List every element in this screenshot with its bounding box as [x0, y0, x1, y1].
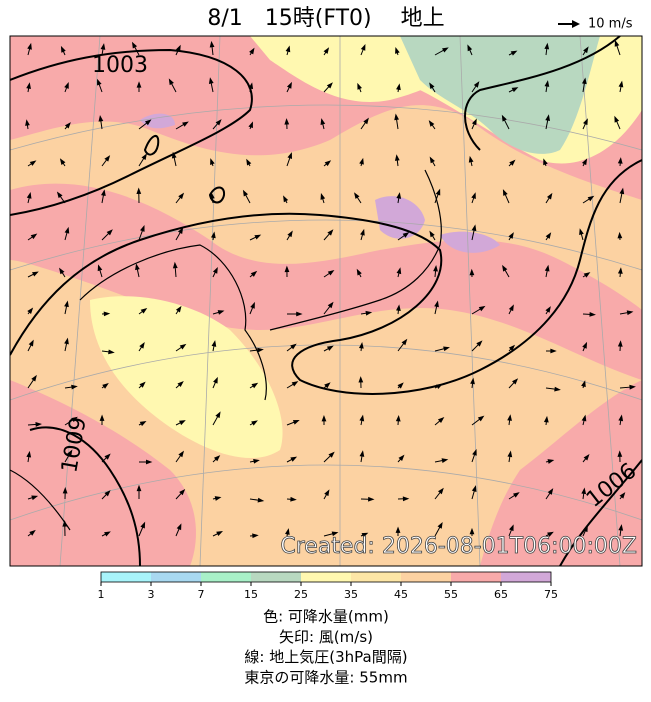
colorbar-bin: [351, 572, 401, 582]
colorbar-bin: [151, 572, 201, 582]
caption: 色: 可降水量(mm) 矢印: 風(m/s) 線: 地上気圧(3hPa間隔) 東京の可…: [244, 608, 407, 687]
caption-line: 矢印: 風(m/s): [279, 628, 373, 646]
caption-line: 線: 地上気圧(3hPa間隔): [244, 648, 407, 666]
colorbar-bin: [201, 572, 251, 582]
map: 1003 1009 1006 Created: 2026-08-01T06:00…: [10, 36, 642, 566]
colorbar-bin: [251, 572, 301, 582]
wind-legend-head: [572, 20, 580, 28]
colorbar-tick-label: 1: [98, 588, 105, 601]
colorbar-tick-label: 3: [148, 588, 155, 601]
colorbar-tick-label: 65: [494, 588, 508, 601]
created-stamp: Created: 2026-08-01T06:00:00Z: [280, 534, 637, 559]
colorbar-tick-label: 7: [198, 588, 205, 601]
title: 8/1 15時(FT0) 地上: [207, 6, 444, 31]
caption-line: 東京の可降水量: 55mm: [244, 668, 407, 686]
colorbar-tick-label: 15: [244, 588, 258, 601]
colorbar-bin: [401, 572, 451, 582]
colorbar-tick-label: 75: [544, 588, 558, 601]
colorbar-tick-label: 35: [344, 588, 358, 601]
wind-legend: 10 m/s: [588, 17, 633, 32]
isobar-label: 1003: [92, 53, 148, 78]
colorbar-tick-label: 55: [444, 588, 458, 601]
colorbar-tick-label: 25: [294, 588, 308, 601]
colorbar-bin: [501, 572, 551, 582]
colorbar-bin: [301, 572, 351, 582]
colorbar: 1 3 7 15 25 35 45 55 65 75: [98, 572, 559, 601]
colorbar-tick-label: 45: [394, 588, 408, 601]
caption-line: 色: 可降水量(mm): [263, 608, 389, 626]
colorbar-bin: [101, 572, 151, 582]
colorbar-bin: [451, 572, 501, 582]
